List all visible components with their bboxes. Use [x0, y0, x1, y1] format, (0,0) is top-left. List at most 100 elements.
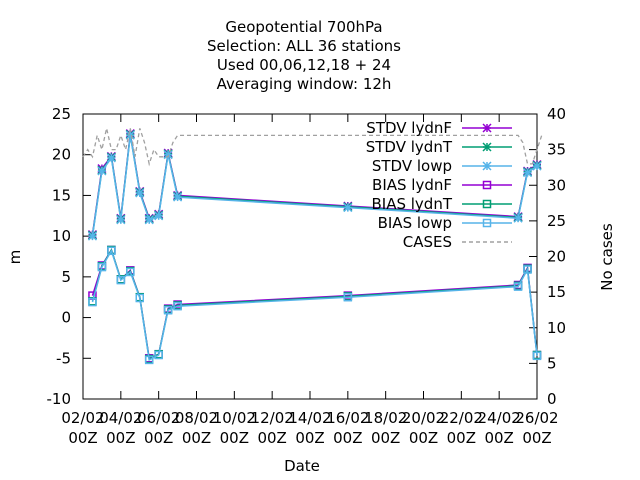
- x-tick-label: 10/02: [213, 409, 256, 427]
- y2-tick-label: 5: [547, 354, 557, 372]
- title-line: Geopotential 700hPa: [225, 18, 382, 36]
- marker-stroke: [482, 123, 492, 133]
- data-point: [513, 213, 523, 223]
- x-axis-label: Date: [284, 457, 320, 475]
- x-axis: 02/0200Z04/0200Z06/0200Z08/0200Z10/0200Z…: [61, 114, 559, 447]
- y-tick-label: 15: [52, 186, 71, 204]
- x-tick-label: 00Z: [295, 429, 324, 447]
- y-tick-label: -5: [56, 349, 71, 367]
- data-point: [135, 188, 145, 198]
- data-point: [523, 168, 533, 178]
- data-point: [88, 297, 97, 307]
- x-tick-label: 14/02: [288, 409, 331, 427]
- y-tick-label: 20: [52, 146, 71, 164]
- legend-label: STDV lowp: [372, 157, 452, 175]
- legend-label: CASES: [403, 233, 452, 251]
- data-point: [523, 265, 532, 274]
- marker-stroke: [343, 203, 353, 213]
- data-point: [513, 282, 523, 291]
- y-axis-right: 0 5 10 15 20 25 30 35 40: [529, 105, 566, 408]
- data-point: [125, 130, 135, 140]
- data-point: [343, 203, 353, 213]
- y2-tick-label: 15: [547, 283, 566, 301]
- data-point: [163, 305, 173, 315]
- legend-marker: [482, 218, 492, 228]
- x-tick-label: 00Z: [447, 429, 476, 447]
- data-point: [135, 293, 144, 303]
- data-point: [343, 292, 353, 302]
- x-tick-label: 06/02: [137, 409, 180, 427]
- marker-stroke: [482, 161, 492, 171]
- data-point: [87, 231, 97, 241]
- data-point: [106, 153, 116, 163]
- y-tick-label: 5: [61, 268, 71, 286]
- x-tick-label: 04/02: [99, 409, 142, 427]
- y-axis-left: -10 -5 0 5 10 15 20 25: [47, 105, 91, 408]
- data-point: [154, 211, 164, 221]
- legend-label: STDV lydnF: [366, 119, 452, 137]
- marker-stroke: [106, 153, 116, 163]
- data-point: [532, 161, 542, 171]
- legend-label: BIAS lowp: [378, 214, 452, 232]
- series-line: [91, 248, 538, 360]
- data-point: [173, 192, 183, 202]
- legend-label: BIAS lydnF: [372, 176, 452, 194]
- series-line: [91, 248, 538, 362]
- data-point: [116, 275, 126, 285]
- marker-stroke: [135, 188, 145, 198]
- legend-marker: [482, 123, 492, 133]
- legend-marker: [482, 199, 492, 209]
- data-point: [126, 267, 135, 277]
- y2-tick-label: 20: [547, 248, 566, 266]
- x-tick-label: 00Z: [333, 429, 362, 447]
- title-line: Selection: ALL 36 stations: [207, 37, 401, 55]
- marker-stroke: [532, 161, 542, 171]
- y-tick-label: 25: [52, 105, 71, 123]
- marker-stroke: [482, 142, 492, 152]
- data-point: [107, 246, 116, 256]
- x-tick-label: 12/02: [251, 409, 294, 427]
- data-point: [173, 301, 182, 311]
- marker-stroke: [116, 215, 126, 225]
- x-tick-label: 02/02: [61, 409, 104, 427]
- title-line: Averaging window: 12h: [217, 75, 392, 93]
- y2-tick-label: 10: [547, 319, 566, 337]
- x-tick-label: 00Z: [409, 429, 438, 447]
- y-tick-label: 0: [61, 309, 71, 327]
- data-point: [97, 262, 107, 272]
- marker-stroke: [513, 213, 523, 223]
- legend-marker: [482, 180, 492, 190]
- legend-label: STDV lydnT: [366, 138, 453, 156]
- x-tick-label: 00Z: [144, 429, 173, 447]
- x-tick-label: 00Z: [182, 429, 211, 447]
- series-line: [91, 248, 538, 361]
- x-tick-label: 16/02: [326, 409, 369, 427]
- x-tick-label: 00Z: [484, 429, 513, 447]
- series-line: [91, 135, 538, 237]
- x-tick-label: 24/02: [478, 409, 521, 427]
- x-tick-label: 22/02: [440, 409, 483, 427]
- title-line: Used 00,06,12,18 + 24: [217, 56, 391, 74]
- y2-axis-label: No cases: [598, 223, 616, 291]
- y-tick-label: 10: [52, 227, 71, 245]
- y-tick-label: -10: [47, 390, 72, 408]
- marker-stroke: [523, 168, 533, 178]
- marker-stroke: [144, 215, 154, 225]
- x-tick-label: 00Z: [257, 429, 286, 447]
- y2-tick-label: 30: [547, 176, 566, 194]
- data-point: [144, 215, 154, 225]
- marker-stroke: [173, 192, 183, 202]
- marker-stroke: [87, 231, 97, 241]
- y2-tick-label: 25: [547, 212, 566, 230]
- y-axis-label: m: [6, 250, 24, 265]
- y2-tick-label: 0: [547, 390, 557, 408]
- x-tick-label: 18/02: [364, 409, 407, 427]
- data-point: [116, 215, 126, 225]
- x-tick-label: 00Z: [106, 429, 135, 447]
- legend-label: BIAS lydnT: [371, 195, 452, 213]
- x-tick-label: 00Z: [68, 429, 97, 447]
- data-point: [97, 166, 107, 176]
